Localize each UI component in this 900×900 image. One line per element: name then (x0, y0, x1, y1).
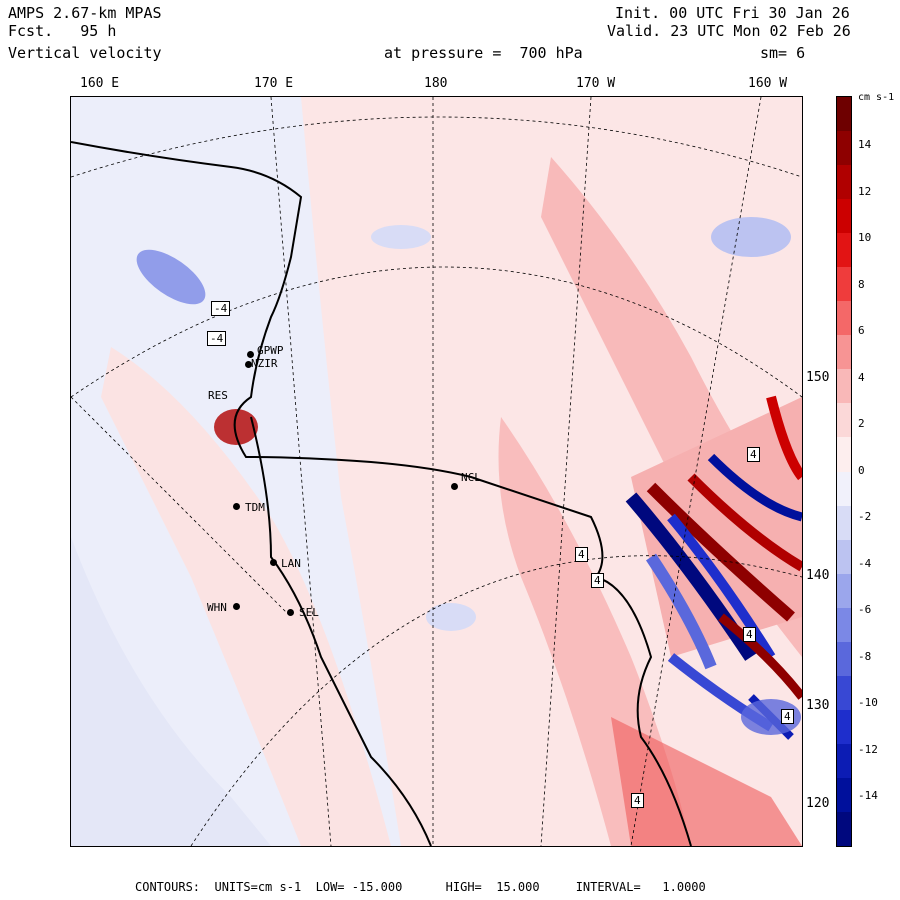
colorbar-tick: 6 (858, 324, 865, 337)
station-label: NCL (461, 471, 481, 484)
colorbar-tick: 10 (858, 231, 872, 244)
station-dot (287, 609, 294, 616)
colorbar-tick: 0 (858, 463, 865, 477)
station-label: RES (208, 389, 228, 402)
station-dot (233, 603, 240, 610)
min-marker: -4 (211, 301, 231, 316)
coastline (71, 141, 692, 846)
colorbar-segment (837, 573, 851, 608)
max-marker: 4 (743, 627, 756, 642)
max-marker: 4 (747, 447, 760, 462)
colorbar-segment (837, 97, 851, 132)
station-label: NZIR (251, 357, 278, 370)
station-label: SEL (299, 606, 319, 619)
colorbar-tick: -4 (858, 556, 872, 570)
graticule (71, 97, 802, 846)
station-dot (247, 351, 254, 358)
colorbar-segment (837, 675, 851, 710)
lat-label: 120 W (806, 796, 846, 811)
lon-label: 170 E (254, 76, 294, 91)
coastline (250, 416, 432, 846)
lon-label: 160 E (80, 76, 120, 91)
colorbar-segment (837, 301, 851, 336)
station-label: GPWP (257, 344, 284, 357)
lat-label: 140 W (806, 568, 846, 583)
init-time: Init. 00 UTC Fri 30 Jan 26 (615, 4, 850, 22)
model-title: AMPS 2.67-km MPAS (8, 4, 162, 22)
colorbar-segment (837, 471, 851, 506)
colorbar-tick: -8 (858, 649, 872, 663)
map-canvas (71, 97, 802, 846)
low-region (71, 537, 271, 846)
downdraft-patch (711, 217, 791, 257)
colorbar-tick: -10 (858, 696, 878, 709)
downdraft-patch (426, 603, 476, 631)
colorbar-segment (837, 641, 851, 676)
colorbar-tick: 14 (858, 138, 872, 151)
downdraft-patch (371, 225, 431, 249)
colorbar-tick: -14 (858, 789, 878, 802)
colorbar-segment (837, 233, 851, 268)
colorbar (836, 96, 852, 847)
colorbar-segment (837, 607, 851, 642)
downdraft-patch (741, 699, 801, 735)
lat-label: 150 W (806, 370, 846, 385)
colorbar-segment (837, 335, 851, 370)
colorbar-segment (837, 437, 851, 472)
colorbar-segment (837, 165, 851, 200)
lon-label: 180 (424, 76, 448, 91)
min-marker: -4 (207, 331, 227, 346)
forecast-hour: Fcst. 95 h (8, 22, 117, 40)
field-name: Vertical velocity (8, 44, 162, 62)
lon-label: 170 W (576, 76, 616, 91)
colorbar-segment (837, 811, 851, 847)
updraft-band (611, 717, 802, 846)
map-panel: -4 -4 4 4 4 4 4 4 GPWP NZIR RES NCL TDM … (70, 96, 803, 847)
colorbar-segment (837, 709, 851, 744)
colorbar-tick: -2 (858, 510, 872, 523)
colorbar-segment (837, 267, 851, 302)
station-label: WHN (207, 601, 227, 614)
colorbar-segment (837, 505, 851, 540)
max-marker: 4 (575, 547, 588, 562)
colorbar-units: cm s-1 (858, 92, 895, 103)
colorbar-segment (837, 403, 851, 438)
contour-info: CONTOURS: UNITS=cm s-1 LOW= -15.000 HIGH… (135, 880, 706, 894)
colorbar-tick: 2 (858, 417, 865, 430)
station-label: LAN (281, 557, 301, 570)
downdraft-patch (136, 249, 206, 305)
max-marker: 4 (631, 793, 644, 808)
colorbar-tick: 8 (858, 277, 865, 291)
colorbar-tick: 12 (858, 184, 872, 198)
station-label: TDM (245, 501, 265, 514)
station-dot (245, 361, 252, 368)
valid-time: Valid. 23 UTC Mon 02 Feb 26 (607, 22, 851, 40)
colorbar-segment (837, 743, 851, 778)
pressure-level: at pressure = 700 hPa (384, 44, 583, 62)
smoothing: sm= 6 (760, 44, 806, 62)
colorbar-segment (837, 777, 851, 812)
colorbar-segment (837, 131, 851, 166)
updraft-patch (214, 409, 258, 445)
colorbar-tick: -12 (858, 742, 878, 756)
colorbar-segment (837, 539, 851, 574)
colorbar-tick: -6 (858, 603, 872, 616)
colorbar-segment (837, 369, 851, 404)
colorbar-segment (837, 199, 851, 234)
lat-label: 130 W (806, 698, 846, 713)
max-marker: 4 (781, 709, 794, 724)
station-dot (233, 503, 240, 510)
station-dot (270, 559, 277, 566)
positive-region (101, 347, 391, 846)
max-marker: 4 (591, 573, 604, 588)
colorbar-tick: 4 (858, 370, 865, 384)
station-dot (451, 483, 458, 490)
lon-label: 160 W (748, 76, 788, 91)
